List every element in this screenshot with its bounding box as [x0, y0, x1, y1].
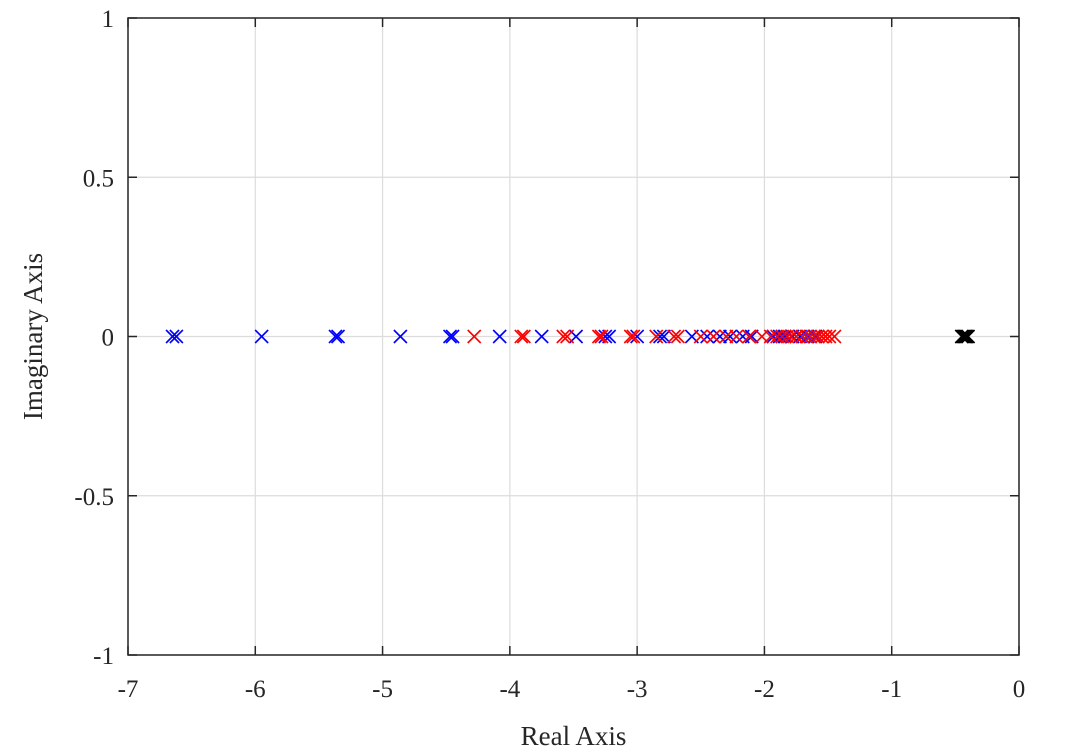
pole-marker — [954, 329, 969, 344]
pole-marker — [742, 329, 757, 344]
pole-marker — [649, 329, 664, 344]
x-tick-label: -3 — [627, 676, 648, 703]
x-tick-label: 0 — [1013, 676, 1026, 703]
pole-marker — [700, 329, 715, 344]
pole-marker — [722, 329, 738, 344]
y-tick-label: -0.5 — [74, 484, 114, 511]
x-axis-title: Real Axis — [521, 721, 627, 751]
pole-marker — [827, 329, 842, 344]
pole-marker — [467, 329, 482, 344]
pole-marker — [514, 329, 529, 344]
x-tick-label: -7 — [118, 676, 139, 703]
pole-marker — [165, 329, 180, 344]
y-tick-label: 1 — [102, 6, 115, 33]
pole-marker — [445, 329, 460, 344]
pole-markers — [165, 329, 976, 344]
pole-marker — [706, 329, 721, 344]
pole-marker — [442, 329, 458, 344]
y-tick-label: -1 — [93, 643, 114, 670]
pole-marker — [670, 329, 685, 344]
pole-marker — [560, 329, 575, 344]
pole-marker — [169, 329, 184, 344]
pole-marker — [594, 329, 609, 344]
pole-marker — [393, 329, 408, 344]
pole-marker — [955, 329, 971, 344]
y-tick-labels: -1 -0.5 0 0.5 1 — [74, 6, 114, 670]
pole-marker — [822, 329, 837, 344]
pole-marker — [744, 329, 759, 344]
pole-marker — [626, 329, 641, 344]
pole-marker — [591, 329, 607, 344]
pole-marker — [959, 329, 974, 344]
pole-marker — [763, 329, 778, 344]
y-axis-title: Imaginary Axis — [18, 253, 48, 420]
pole-marker — [623, 329, 638, 344]
x-tick-label: -2 — [754, 676, 775, 703]
pole-marker — [492, 329, 507, 344]
pole-marker — [666, 329, 682, 344]
y-tick-label: 0 — [102, 325, 115, 352]
x-tick-label: -6 — [245, 676, 266, 703]
x-tick-labels: -7 -6 -5 -4 -3 -2 -1 0 — [118, 676, 1026, 703]
pole-marker — [516, 329, 531, 344]
pole-marker — [630, 329, 645, 344]
pole-marker — [957, 329, 972, 344]
pole-marker — [712, 329, 727, 344]
pole-marker — [770, 329, 785, 344]
x-tick-label: -5 — [372, 676, 393, 703]
y-tick-label: 0.5 — [83, 165, 114, 192]
pole-marker — [254, 329, 269, 344]
pole-marker — [556, 329, 571, 344]
pole-marker — [719, 329, 734, 344]
x-tick-label: -4 — [499, 676, 520, 703]
pole-marker — [784, 329, 799, 344]
pole-marker — [534, 329, 549, 344]
pole-marker — [958, 329, 973, 344]
pole-marker — [693, 329, 708, 344]
pole-marker — [729, 329, 744, 344]
pole-marker — [961, 329, 976, 344]
axis-ticks — [127, 17, 1020, 656]
pole-marker — [598, 329, 613, 344]
pole-marker — [789, 329, 804, 344]
pole-marker — [652, 329, 668, 344]
pole-marker — [330, 329, 346, 344]
pole-marker — [328, 329, 343, 344]
x-tick-label: -1 — [881, 676, 902, 703]
